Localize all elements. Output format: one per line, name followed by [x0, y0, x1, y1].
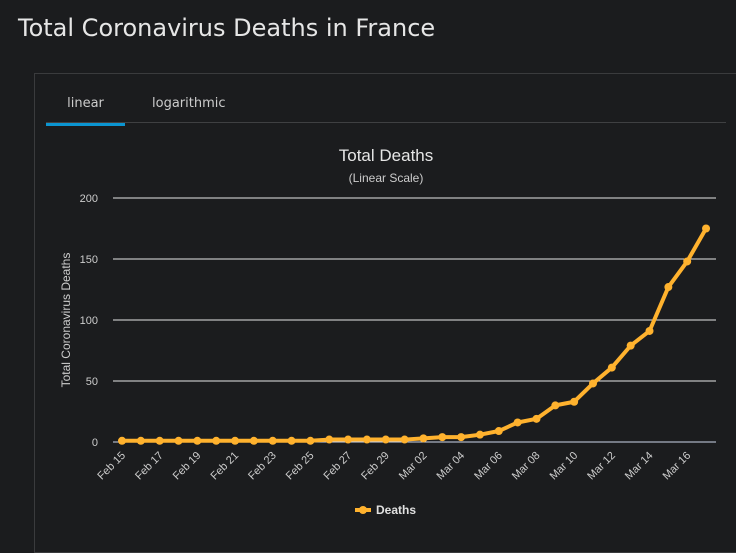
x-tick-label: Feb 15: [95, 450, 128, 483]
data-point: [702, 224, 711, 233]
x-tick-label: Mar 02: [397, 450, 430, 483]
data-point: [249, 436, 258, 445]
data-point: [551, 401, 560, 410]
data-point: [136, 436, 145, 445]
data-point: [457, 433, 466, 442]
chart: Total Deaths (Linear Scale) 0 50 100 150 200 To…: [59, 146, 716, 517]
data-point: [231, 436, 240, 445]
chart-subtitle: (Linear Scale): [349, 171, 424, 185]
y-tick-label: 200: [80, 193, 98, 205]
data-point: [193, 436, 202, 445]
data-point: [438, 433, 447, 442]
x-tick-label: Mar 06: [472, 450, 505, 483]
y-tick-label: 0: [92, 437, 98, 449]
legend-label: Deaths: [376, 503, 416, 517]
x-tick-label: Feb 21: [208, 450, 241, 483]
data-point: [683, 257, 692, 266]
x-tick-label: Mar 04: [435, 450, 468, 483]
y-tick-label: 100: [80, 315, 98, 327]
data-point: [174, 436, 183, 445]
x-tick-label: Feb 23: [246, 450, 279, 483]
data-point: [344, 435, 353, 444]
y-axis-label: Total Coronavirus Deaths: [59, 253, 73, 388]
x-tick-label: Mar 16: [661, 450, 694, 483]
data-point: [325, 435, 334, 444]
y-tick-label: 150: [80, 254, 98, 266]
x-tick-label: Feb 19: [171, 450, 204, 483]
data-point: [607, 363, 616, 372]
data-point: [664, 283, 673, 292]
data-point: [626, 341, 635, 350]
data-point: [570, 397, 579, 406]
chart-title: Total Deaths: [339, 146, 434, 165]
data-point: [475, 430, 484, 439]
data-point: [589, 379, 597, 388]
x-tick-label: Feb 29: [359, 450, 392, 483]
x-tick-label: Mar 14: [623, 450, 656, 483]
data-point: [212, 436, 221, 445]
tab-linear[interactable]: linear: [46, 96, 125, 126]
x-tick-label: Feb 25: [284, 450, 317, 483]
data-point: [400, 435, 409, 444]
scale-tabs: linear logarithmic: [46, 88, 726, 126]
data-point: [155, 436, 164, 445]
data-point: [287, 436, 296, 445]
data-point: [645, 326, 654, 335]
data-point: [513, 418, 522, 427]
legend-marker: [359, 506, 367, 514]
x-tick-label: Feb 17: [133, 450, 166, 483]
data-point: [381, 435, 390, 444]
x-tick-label: Mar 12: [585, 450, 618, 483]
data-point: [362, 435, 371, 444]
data-point: [118, 436, 126, 445]
page-title: Total Coronavirus Deaths in France: [18, 14, 436, 42]
data-point: [532, 414, 541, 423]
x-tick-label: Mar 10: [548, 450, 581, 483]
data-point: [494, 427, 503, 436]
data-point: [419, 434, 428, 443]
data-point: [306, 436, 315, 445]
x-tick-label: Feb 27: [321, 450, 354, 483]
x-tick-label: Mar 08: [510, 450, 543, 483]
series-line-deaths: [122, 227, 708, 443]
y-tick-label: 50: [86, 376, 98, 388]
tab-logarithmic[interactable]: logarithmic: [152, 96, 226, 111]
data-point: [268, 436, 277, 445]
